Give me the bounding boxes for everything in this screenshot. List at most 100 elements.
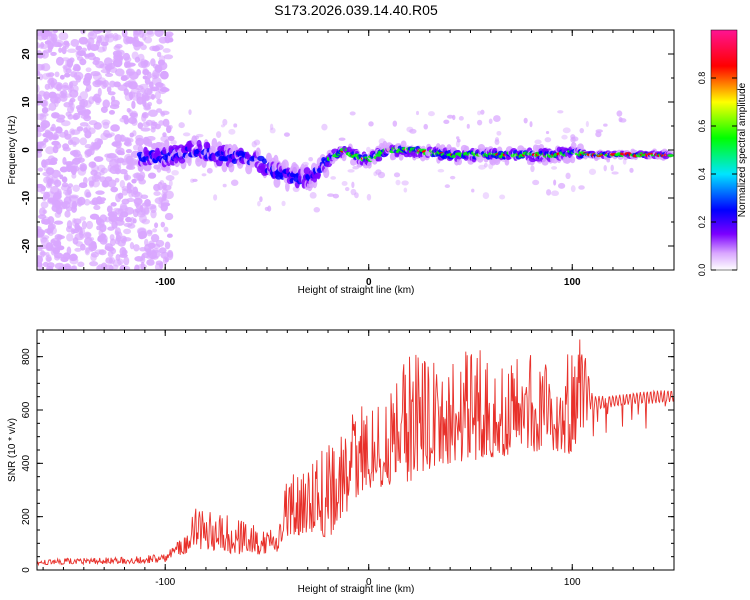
heatmap-cell xyxy=(152,228,158,233)
heatmap-cell xyxy=(493,115,501,122)
y-tick-label: 0 xyxy=(21,567,32,573)
heatmap-cell xyxy=(45,146,55,155)
heatmap-cell xyxy=(444,184,451,189)
heatmap-cell xyxy=(56,234,62,242)
heatmap-cell xyxy=(47,223,56,230)
heatmap-cell xyxy=(178,122,185,129)
heatmap-cell xyxy=(64,210,71,218)
heatmap-cell xyxy=(230,179,239,186)
heatmap-cell xyxy=(140,127,151,132)
heatmap-cell xyxy=(106,86,112,93)
heatmap-cell xyxy=(91,164,99,173)
heatmap-cell xyxy=(69,150,79,156)
heatmap-cell xyxy=(585,120,589,128)
heatmap-cell xyxy=(79,91,89,100)
heatmap-cell xyxy=(611,171,619,175)
heatmap-cell xyxy=(129,132,135,138)
heatmap-cell xyxy=(140,60,151,68)
heatmap-cell xyxy=(283,132,290,137)
heatmap-cell xyxy=(158,202,164,209)
heatmap-cell xyxy=(148,240,155,249)
y-tick-label: 20 xyxy=(21,48,32,60)
heatmap-cell xyxy=(81,47,87,53)
heatmap-cell xyxy=(91,179,101,188)
heatmap-cell xyxy=(78,153,83,161)
y-tick-label: 200 xyxy=(21,508,32,525)
heatmap-cell xyxy=(551,190,559,197)
heatmap-cell xyxy=(70,39,80,47)
heatmap-cell xyxy=(62,263,72,270)
heatmap-cell xyxy=(253,139,261,146)
heatmap-cell xyxy=(77,95,82,102)
heatmap-cell xyxy=(570,136,576,143)
heatmap-cell xyxy=(100,106,108,114)
heatmap-cell xyxy=(603,164,607,172)
heatmap-cell xyxy=(75,50,81,59)
heatmap-cell xyxy=(37,246,43,252)
heatmap-cell xyxy=(142,136,150,145)
heatmap-cell xyxy=(139,230,148,239)
heatmap-cell xyxy=(62,143,70,150)
heatmap-cell xyxy=(74,64,81,72)
heatmap-cell xyxy=(37,152,43,158)
heatmap-cell xyxy=(110,202,117,207)
heatmap-cell xyxy=(476,119,483,126)
heatmap-cell xyxy=(338,137,346,141)
colorbar-gradient xyxy=(710,29,738,271)
heatmap-cell xyxy=(84,236,93,246)
heatmap-cell xyxy=(192,178,198,182)
heatmap-cell xyxy=(395,179,401,186)
heatmap-cell xyxy=(119,151,125,156)
heatmap-cell xyxy=(167,124,173,130)
heatmap-cell xyxy=(603,123,608,127)
heatmap-cell xyxy=(108,109,115,115)
y-tick-label: 400 xyxy=(21,455,32,472)
heatmap-cell xyxy=(427,111,435,117)
heatmap-cell xyxy=(163,226,169,233)
heatmap-cell xyxy=(105,72,114,77)
x-tick-label: 0 xyxy=(366,577,372,588)
heatmap-cell xyxy=(109,104,120,110)
heatmap-cell xyxy=(125,64,132,69)
heatmap-cell xyxy=(138,178,147,185)
heatmap-cell xyxy=(629,167,634,173)
heatmap-cell xyxy=(113,45,121,51)
heatmap-cell xyxy=(119,168,128,175)
heatmap-cell xyxy=(471,188,475,193)
heatmap-cell xyxy=(579,127,585,134)
heatmap-cell xyxy=(523,117,528,124)
heatmap-cell xyxy=(619,118,627,123)
heatmap-cell xyxy=(102,99,110,109)
heatmap-cell xyxy=(123,82,131,87)
heatmap-cell xyxy=(107,179,117,188)
heatmap-cell xyxy=(67,84,73,94)
heatmap-cell xyxy=(112,141,118,147)
heatmap-cell xyxy=(347,169,355,173)
heatmap-cell xyxy=(117,258,124,266)
heatmap-cell xyxy=(84,144,92,149)
heatmap-cell xyxy=(130,216,135,225)
heatmap-cell xyxy=(37,42,41,49)
heatmap-cell xyxy=(534,139,542,145)
heatmap-cell xyxy=(50,51,57,56)
heatmap-cell xyxy=(46,265,54,270)
heatmap-cell xyxy=(93,122,102,130)
heatmap-cell xyxy=(50,185,60,195)
heatmap-cell xyxy=(255,147,261,158)
heatmap-cell xyxy=(466,123,470,129)
heatmap-cell xyxy=(53,131,58,141)
heatmap-cell xyxy=(143,207,150,215)
heatmap-cell xyxy=(133,197,143,206)
heatmap-cell xyxy=(54,96,61,104)
heatmap-cell xyxy=(40,250,46,258)
heatmap-cell xyxy=(107,211,116,217)
heatmap-cell xyxy=(132,144,140,151)
heatmap-cell xyxy=(437,168,445,173)
heatmap-cell xyxy=(60,89,68,97)
heatmap-cell xyxy=(123,222,133,227)
heatmap-cell xyxy=(72,141,77,147)
heatmap-cell xyxy=(144,198,151,207)
heatmap-cell xyxy=(72,114,79,121)
heatmap-cell xyxy=(159,70,169,80)
heatmap-cell xyxy=(281,200,286,207)
